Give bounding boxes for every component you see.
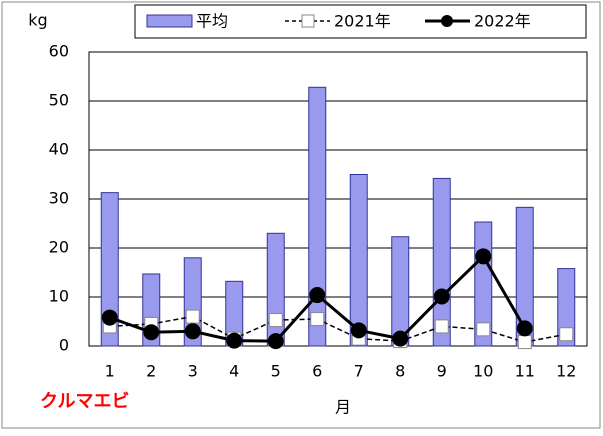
marker	[435, 320, 448, 333]
marker	[518, 336, 531, 349]
y-tick-label: 50	[49, 91, 69, 110]
y-tick-label: 30	[49, 189, 69, 208]
x-tick-label: 1	[105, 362, 115, 381]
marker	[560, 328, 573, 341]
y-tick-label: 0	[59, 336, 69, 355]
x-tick-label: 12	[556, 362, 576, 381]
marker	[143, 324, 159, 340]
annotation: クルマエビ	[40, 391, 129, 412]
chart: kg 月 クルマエビ 0102030405060123456789101112平…	[0, 0, 603, 432]
x-tick-label: 7	[354, 362, 364, 381]
marker	[477, 323, 490, 336]
marker	[517, 320, 533, 336]
legend-label: 2022年	[474, 12, 531, 31]
x-tick-label: 8	[395, 362, 405, 381]
x-tick-label: 9	[437, 362, 447, 381]
marker	[269, 314, 282, 327]
marker	[475, 248, 491, 264]
x-tick-label: 11	[515, 362, 535, 381]
marker	[351, 322, 367, 338]
x-tick-label: 4	[229, 362, 239, 381]
y-axis-label: kg	[28, 11, 47, 30]
marker	[392, 331, 408, 347]
x-tick-label: 10	[473, 362, 493, 381]
x-tick-label: 3	[188, 362, 198, 381]
marker	[309, 287, 325, 303]
legend-label: 平均	[196, 12, 228, 31]
marker	[186, 310, 199, 323]
marker	[102, 310, 118, 326]
bar	[309, 87, 326, 346]
x-tick-label: 2	[146, 362, 156, 381]
marker	[311, 313, 324, 326]
x-axis-label: 月	[335, 398, 351, 417]
x-tick-label: 5	[271, 362, 281, 381]
legend-swatch	[147, 15, 192, 27]
y-tick-label: 10	[49, 287, 69, 306]
marker	[185, 323, 201, 339]
y-tick-label: 20	[49, 238, 69, 257]
marker	[268, 333, 284, 349]
legend-swatch	[441, 15, 453, 27]
x-tick-label: 6	[312, 362, 322, 381]
y-tick-label: 60	[49, 42, 69, 61]
legend-label: 2021年	[334, 12, 391, 31]
legend-swatch	[302, 15, 314, 27]
marker	[434, 289, 450, 305]
bar	[267, 233, 284, 346]
marker	[226, 333, 242, 349]
y-tick-label: 40	[49, 140, 69, 159]
bar	[392, 237, 409, 346]
bar	[350, 175, 367, 347]
